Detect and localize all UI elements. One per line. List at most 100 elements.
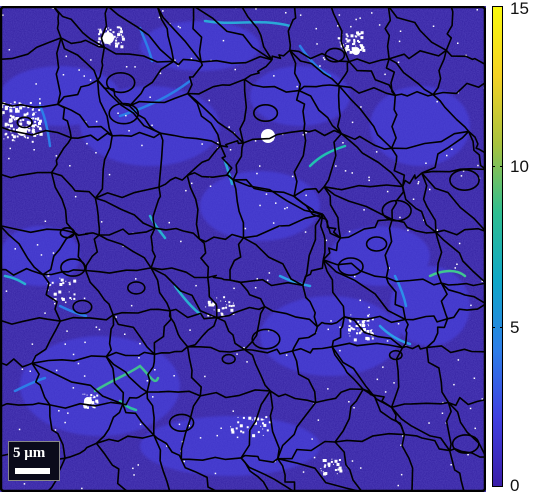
white-spot — [201, 143, 203, 145]
small-grain — [381, 199, 412, 222]
white-spot — [28, 129, 31, 132]
white-spot — [230, 308, 234, 312]
white-spot — [183, 460, 185, 463]
grain-boundary — [322, 213, 342, 239]
white-spot — [69, 281, 71, 283]
white-spot — [52, 252, 55, 254]
grain-boundary — [440, 282, 449, 320]
white-spot — [361, 320, 365, 324]
white-spot — [436, 100, 438, 103]
white-spot — [1, 111, 5, 115]
white-spot — [72, 387, 75, 389]
grain-boundary — [220, 140, 244, 148]
white-spot — [436, 229, 438, 231]
grain-boundary — [293, 186, 325, 198]
grain-boundary — [84, 234, 100, 271]
grain-boundary — [385, 277, 407, 320]
grain-boundary — [276, 402, 317, 459]
colorbar-tick-mark — [492, 166, 495, 168]
white-spot — [305, 132, 307, 134]
white-spot — [54, 302, 56, 305]
grain-boundary — [49, 404, 66, 459]
white-spot — [209, 185, 212, 187]
grain-boundary — [154, 227, 200, 240]
white-spot — [453, 383, 455, 386]
white-spot — [177, 64, 179, 67]
white-spot — [19, 122, 23, 126]
white-spot — [230, 305, 233, 308]
high-value-line — [203, 19, 292, 28]
white-spot — [357, 329, 359, 331]
grain-boundary — [448, 396, 486, 407]
white-spot — [21, 368, 24, 370]
white-spot — [230, 426, 232, 428]
colorbar-tick-mark — [492, 486, 495, 487]
white-spot — [384, 73, 386, 76]
grain-boundary — [243, 237, 304, 287]
white-spot — [354, 35, 357, 37]
high-value-line — [393, 274, 408, 308]
grain-boundary — [146, 354, 156, 393]
colorbar-tick-mark — [500, 326, 503, 328]
grain-boundary — [244, 348, 293, 355]
white-spot — [263, 423, 267, 427]
white-spot — [221, 313, 224, 316]
white-spot — [323, 465, 326, 468]
white-spot — [255, 8, 257, 10]
grain-boundary — [435, 227, 486, 236]
white-spot — [323, 58, 326, 61]
white-spot — [358, 323, 362, 327]
white-spot — [337, 25, 339, 27]
white-spot — [65, 280, 67, 282]
grain-boundary — [322, 237, 342, 261]
white-spot — [465, 54, 467, 57]
grain-boundary — [292, 346, 333, 354]
high-value-line — [58, 304, 88, 318]
grain-boundary — [152, 187, 162, 229]
white-spot — [428, 422, 430, 424]
grain-boundary — [150, 267, 218, 319]
white-spot — [375, 151, 378, 153]
white-spot — [23, 135, 26, 138]
grain-boundary — [240, 457, 296, 492]
white-spot — [5, 290, 8, 292]
white-spot — [338, 459, 341, 461]
white-spot — [360, 32, 363, 35]
grain-boundary — [243, 129, 305, 144]
white-spot — [456, 263, 458, 265]
grain-boundary — [330, 6, 350, 62]
white-spot — [84, 405, 88, 409]
grain-boundary — [198, 233, 244, 243]
grain-boundary — [404, 433, 450, 452]
white-spot — [246, 426, 249, 429]
white-spot — [62, 74, 65, 76]
grain-boundary — [334, 388, 364, 443]
white-spot — [74, 195, 77, 198]
white-spot — [39, 98, 41, 100]
grain-boundary — [95, 442, 129, 492]
white-spot — [47, 272, 49, 274]
high-value-line — [13, 376, 47, 393]
white-spot — [188, 425, 190, 427]
white-spot — [442, 401, 444, 404]
small-grain — [324, 47, 346, 63]
grain-boundary — [180, 395, 201, 460]
white-spot — [19, 119, 22, 122]
grain-boundary — [187, 317, 218, 348]
white-spot — [32, 107, 34, 109]
grain-boundary — [421, 172, 437, 233]
white-spot — [237, 416, 239, 418]
white-spot — [86, 142, 88, 145]
grain-boundary — [64, 442, 97, 459]
white-spot — [305, 194, 307, 197]
white-spot — [146, 380, 149, 382]
grain-boundary — [99, 227, 156, 236]
bright-region — [330, 226, 430, 286]
white-spot — [99, 30, 103, 34]
grain-boundary — [187, 92, 244, 144]
colorbar-tick-mark — [492, 326, 495, 328]
grain-boundary — [316, 316, 345, 328]
white-spot — [77, 362, 80, 365]
grain-boundary — [57, 103, 113, 137]
grain-boundary — [391, 401, 449, 409]
